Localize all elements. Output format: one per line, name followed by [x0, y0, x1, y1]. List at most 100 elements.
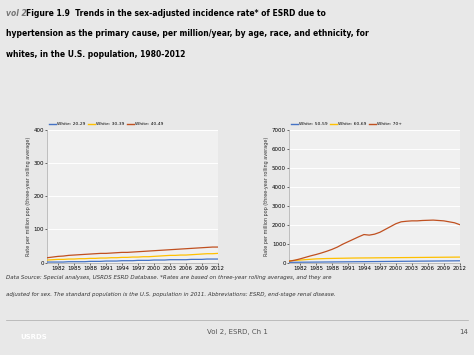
White: 70+: (2e+03, 2.05e+03): 70+: (2e+03, 2.05e+03): [393, 222, 399, 226]
White: 40-49: (1.98e+03, 23): 40-49: (1.98e+03, 23): [71, 253, 77, 257]
White: 30-39: (1.99e+03, 14): 30-39: (1.99e+03, 14): [98, 256, 103, 260]
White: 70+: (2e+03, 1.75e+03): 70+: (2e+03, 1.75e+03): [383, 227, 388, 231]
White: 30-39: (2.01e+03, 23): 30-39: (2.01e+03, 23): [183, 253, 189, 257]
Legend: White: 20-29, White: 30-39, White: 40-49: White: 20-29, White: 30-39, White: 40-49: [47, 121, 165, 128]
White: 70+: (2e+03, 2.18e+03): 70+: (2e+03, 2.18e+03): [404, 219, 410, 223]
White: 20-29: (2e+03, 8): 20-29: (2e+03, 8): [162, 258, 167, 262]
Text: Figure 1.9  Trends in the sex-adjusted incidence rate* of ESRD due to: Figure 1.9 Trends in the sex-adjusted in…: [26, 9, 326, 18]
White: 50-59: (2e+03, 65): 50-59: (2e+03, 65): [383, 260, 388, 264]
Text: Vol 2, ESRD, Ch 1: Vol 2, ESRD, Ch 1: [207, 329, 267, 335]
White: 40-49: (2e+03, 34): 40-49: (2e+03, 34): [140, 249, 146, 253]
White: 60-69: (2.01e+03, 295): 60-69: (2.01e+03, 295): [457, 255, 463, 259]
White: 40-49: (2.01e+03, 47): 40-49: (2.01e+03, 47): [215, 245, 221, 249]
White: 50-59: (1.99e+03, 55): 50-59: (1.99e+03, 55): [361, 260, 367, 264]
White: 30-39: (2e+03, 18): 30-39: (2e+03, 18): [146, 255, 151, 259]
White: 50-59: (2e+03, 60): 50-59: (2e+03, 60): [372, 260, 377, 264]
White: 40-49: (2e+03, 38): 40-49: (2e+03, 38): [162, 248, 167, 252]
White: 30-39: (1.99e+03, 12): 30-39: (1.99e+03, 12): [76, 257, 82, 261]
White: 70+: (1.99e+03, 510): 70+: (1.99e+03, 510): [319, 251, 324, 255]
White: 50-59: (1.98e+03, 33): 50-59: (1.98e+03, 33): [313, 260, 319, 264]
White: 20-29: (1.99e+03, 4): 20-29: (1.99e+03, 4): [98, 259, 103, 263]
White: 70+: (1.98e+03, 430): 70+: (1.98e+03, 430): [313, 252, 319, 257]
White: 20-29: (1.98e+03, 2): 20-29: (1.98e+03, 2): [61, 260, 66, 264]
White: 70+: (2.01e+03, 2e+03): 70+: (2.01e+03, 2e+03): [457, 223, 463, 227]
White: 70+: (1.99e+03, 970): 70+: (1.99e+03, 970): [340, 242, 346, 246]
White: 60-69: (1.98e+03, 140): 60-69: (1.98e+03, 140): [297, 258, 303, 262]
White: 20-29: (2.01e+03, 10): 20-29: (2.01e+03, 10): [194, 257, 200, 262]
White: 70+: (1.99e+03, 700): 70+: (1.99e+03, 700): [329, 247, 335, 251]
White: 60-69: (1.98e+03, 120): 60-69: (1.98e+03, 120): [292, 258, 298, 263]
White: 70+: (2.01e+03, 2.22e+03): 70+: (2.01e+03, 2.22e+03): [436, 218, 441, 223]
White: 30-39: (1.98e+03, 11): 30-39: (1.98e+03, 11): [71, 257, 77, 261]
White: 60-69: (2.01e+03, 290): 60-69: (2.01e+03, 290): [447, 255, 452, 259]
Line: White: 60-69: White: 60-69: [289, 257, 460, 261]
White: 60-69: (2e+03, 273): 60-69: (2e+03, 273): [409, 255, 415, 260]
White: 40-49: (1.98e+03, 20): 40-49: (1.98e+03, 20): [61, 254, 66, 258]
White: 50-59: (1.98e+03, 22): 50-59: (1.98e+03, 22): [292, 260, 298, 264]
White: 60-69: (1.99e+03, 230): 60-69: (1.99e+03, 230): [335, 256, 340, 261]
White: 30-39: (1.99e+03, 16): 30-39: (1.99e+03, 16): [119, 255, 125, 260]
White: 30-39: (2e+03, 19): 30-39: (2e+03, 19): [151, 254, 157, 258]
White: 70+: (1.98e+03, 280): 70+: (1.98e+03, 280): [302, 255, 308, 260]
White: 60-69: (1.98e+03, 200): 60-69: (1.98e+03, 200): [313, 257, 319, 261]
White: 50-59: (1.99e+03, 50): 50-59: (1.99e+03, 50): [350, 260, 356, 264]
White: 20-29: (2e+03, 7): 20-29: (2e+03, 7): [135, 258, 141, 262]
White: 50-59: (2.01e+03, 98): 50-59: (2.01e+03, 98): [452, 259, 457, 263]
White: 50-59: (2e+03, 83): 50-59: (2e+03, 83): [419, 259, 425, 263]
Text: adjusted for sex. The standard population is the U.S. population in 2011. Abbrev: adjusted for sex. The standard populatio…: [6, 292, 336, 297]
White: 70+: (2.01e+03, 2.23e+03): 70+: (2.01e+03, 2.23e+03): [425, 218, 431, 223]
White: 70+: (2e+03, 1.9e+03): 70+: (2e+03, 1.9e+03): [388, 224, 393, 229]
White: 20-29: (1.99e+03, 5): 20-29: (1.99e+03, 5): [109, 259, 114, 263]
White: 70+: (1.98e+03, 360): 70+: (1.98e+03, 360): [308, 254, 313, 258]
White: 60-69: (1.98e+03, 160): 60-69: (1.98e+03, 160): [302, 257, 308, 262]
White: 70+: (2e+03, 1.5e+03): 70+: (2e+03, 1.5e+03): [372, 232, 377, 236]
White: 70+: (2e+03, 1.6e+03): 70+: (2e+03, 1.6e+03): [377, 230, 383, 234]
White: 30-39: (1.98e+03, 8): 30-39: (1.98e+03, 8): [45, 258, 50, 262]
White: 50-59: (2.01e+03, 100): 50-59: (2.01e+03, 100): [457, 259, 463, 263]
White: 40-49: (1.99e+03, 26): 40-49: (1.99e+03, 26): [87, 252, 93, 256]
White: 20-29: (2e+03, 9): 20-29: (2e+03, 9): [173, 258, 178, 262]
White: 70+: (2.01e+03, 2.15e+03): 70+: (2.01e+03, 2.15e+03): [447, 220, 452, 224]
Line: White: 20-29: White: 20-29: [47, 259, 218, 262]
White: 60-69: (2e+03, 262): 60-69: (2e+03, 262): [388, 256, 393, 260]
White: 40-49: (1.99e+03, 24): 40-49: (1.99e+03, 24): [76, 253, 82, 257]
Text: Data Source: Special analyses, USRDS ESRD Database. *Rates are based on three-ye: Data Source: Special analyses, USRDS ESR…: [6, 275, 331, 280]
White: 30-39: (2e+03, 17): 30-39: (2e+03, 17): [130, 255, 136, 259]
White: 60-69: (2e+03, 270): 60-69: (2e+03, 270): [404, 256, 410, 260]
White: 40-49: (1.99e+03, 28): 40-49: (1.99e+03, 28): [98, 251, 103, 256]
White: 50-59: (2e+03, 63): 50-59: (2e+03, 63): [377, 260, 383, 264]
White: 30-39: (1.99e+03, 15): 30-39: (1.99e+03, 15): [114, 256, 119, 260]
White: 50-59: (1.99e+03, 43): 50-59: (1.99e+03, 43): [335, 260, 340, 264]
White: 60-69: (2e+03, 268): 60-69: (2e+03, 268): [398, 256, 404, 260]
White: 50-59: (2e+03, 75): 50-59: (2e+03, 75): [404, 259, 410, 263]
White: 70+: (1.99e+03, 600): 70+: (1.99e+03, 600): [324, 249, 329, 253]
White: 30-39: (1.99e+03, 15): 30-39: (1.99e+03, 15): [109, 256, 114, 260]
White: 30-39: (1.99e+03, 13): 30-39: (1.99e+03, 13): [92, 256, 98, 261]
White: 70+: (2e+03, 2.15e+03): 70+: (2e+03, 2.15e+03): [398, 220, 404, 224]
White: 20-29: (2e+03, 8): 20-29: (2e+03, 8): [156, 258, 162, 262]
White: 30-39: (2.01e+03, 27): 30-39: (2.01e+03, 27): [210, 252, 215, 256]
White: 50-59: (1.98e+03, 25): 50-59: (1.98e+03, 25): [297, 260, 303, 264]
White: 20-29: (1.99e+03, 4): 20-29: (1.99e+03, 4): [92, 259, 98, 263]
White: 20-29: (1.99e+03, 5): 20-29: (1.99e+03, 5): [103, 259, 109, 263]
White: 40-49: (2e+03, 36): 40-49: (2e+03, 36): [151, 248, 157, 253]
White: 50-59: (2.01e+03, 93): 50-59: (2.01e+03, 93): [441, 259, 447, 263]
White: 40-49: (2e+03, 32): 40-49: (2e+03, 32): [130, 250, 136, 254]
White: 20-29: (1.98e+03, 3): 20-29: (1.98e+03, 3): [71, 260, 77, 264]
White: 50-59: (1.99e+03, 38): 50-59: (1.99e+03, 38): [324, 260, 329, 264]
Text: USRDS: USRDS: [21, 334, 47, 340]
White: 30-39: (2e+03, 22): 30-39: (2e+03, 22): [173, 253, 178, 257]
White: 60-69: (1.98e+03, 180): 60-69: (1.98e+03, 180): [308, 257, 313, 261]
White: 40-49: (2.01e+03, 42): 40-49: (2.01e+03, 42): [183, 247, 189, 251]
White: 20-29: (2e+03, 8): 20-29: (2e+03, 8): [151, 258, 157, 262]
White: 20-29: (2e+03, 9): 20-29: (2e+03, 9): [178, 258, 183, 262]
White: 70+: (1.99e+03, 820): 70+: (1.99e+03, 820): [335, 245, 340, 249]
White: 40-49: (2e+03, 37): 40-49: (2e+03, 37): [156, 248, 162, 252]
White: 40-49: (2e+03, 41): 40-49: (2e+03, 41): [178, 247, 183, 251]
White: 20-29: (1.98e+03, 2): 20-29: (1.98e+03, 2): [55, 260, 61, 264]
White: 20-29: (2e+03, 7): 20-29: (2e+03, 7): [146, 258, 151, 262]
White: 70+: (1.98e+03, 200): 70+: (1.98e+03, 200): [297, 257, 303, 261]
White: 70+: (2.01e+03, 2.24e+03): 70+: (2.01e+03, 2.24e+03): [430, 218, 436, 222]
White: 50-59: (2.01e+03, 88): 50-59: (2.01e+03, 88): [430, 259, 436, 263]
White: 20-29: (1.98e+03, 2): 20-29: (1.98e+03, 2): [50, 260, 55, 264]
